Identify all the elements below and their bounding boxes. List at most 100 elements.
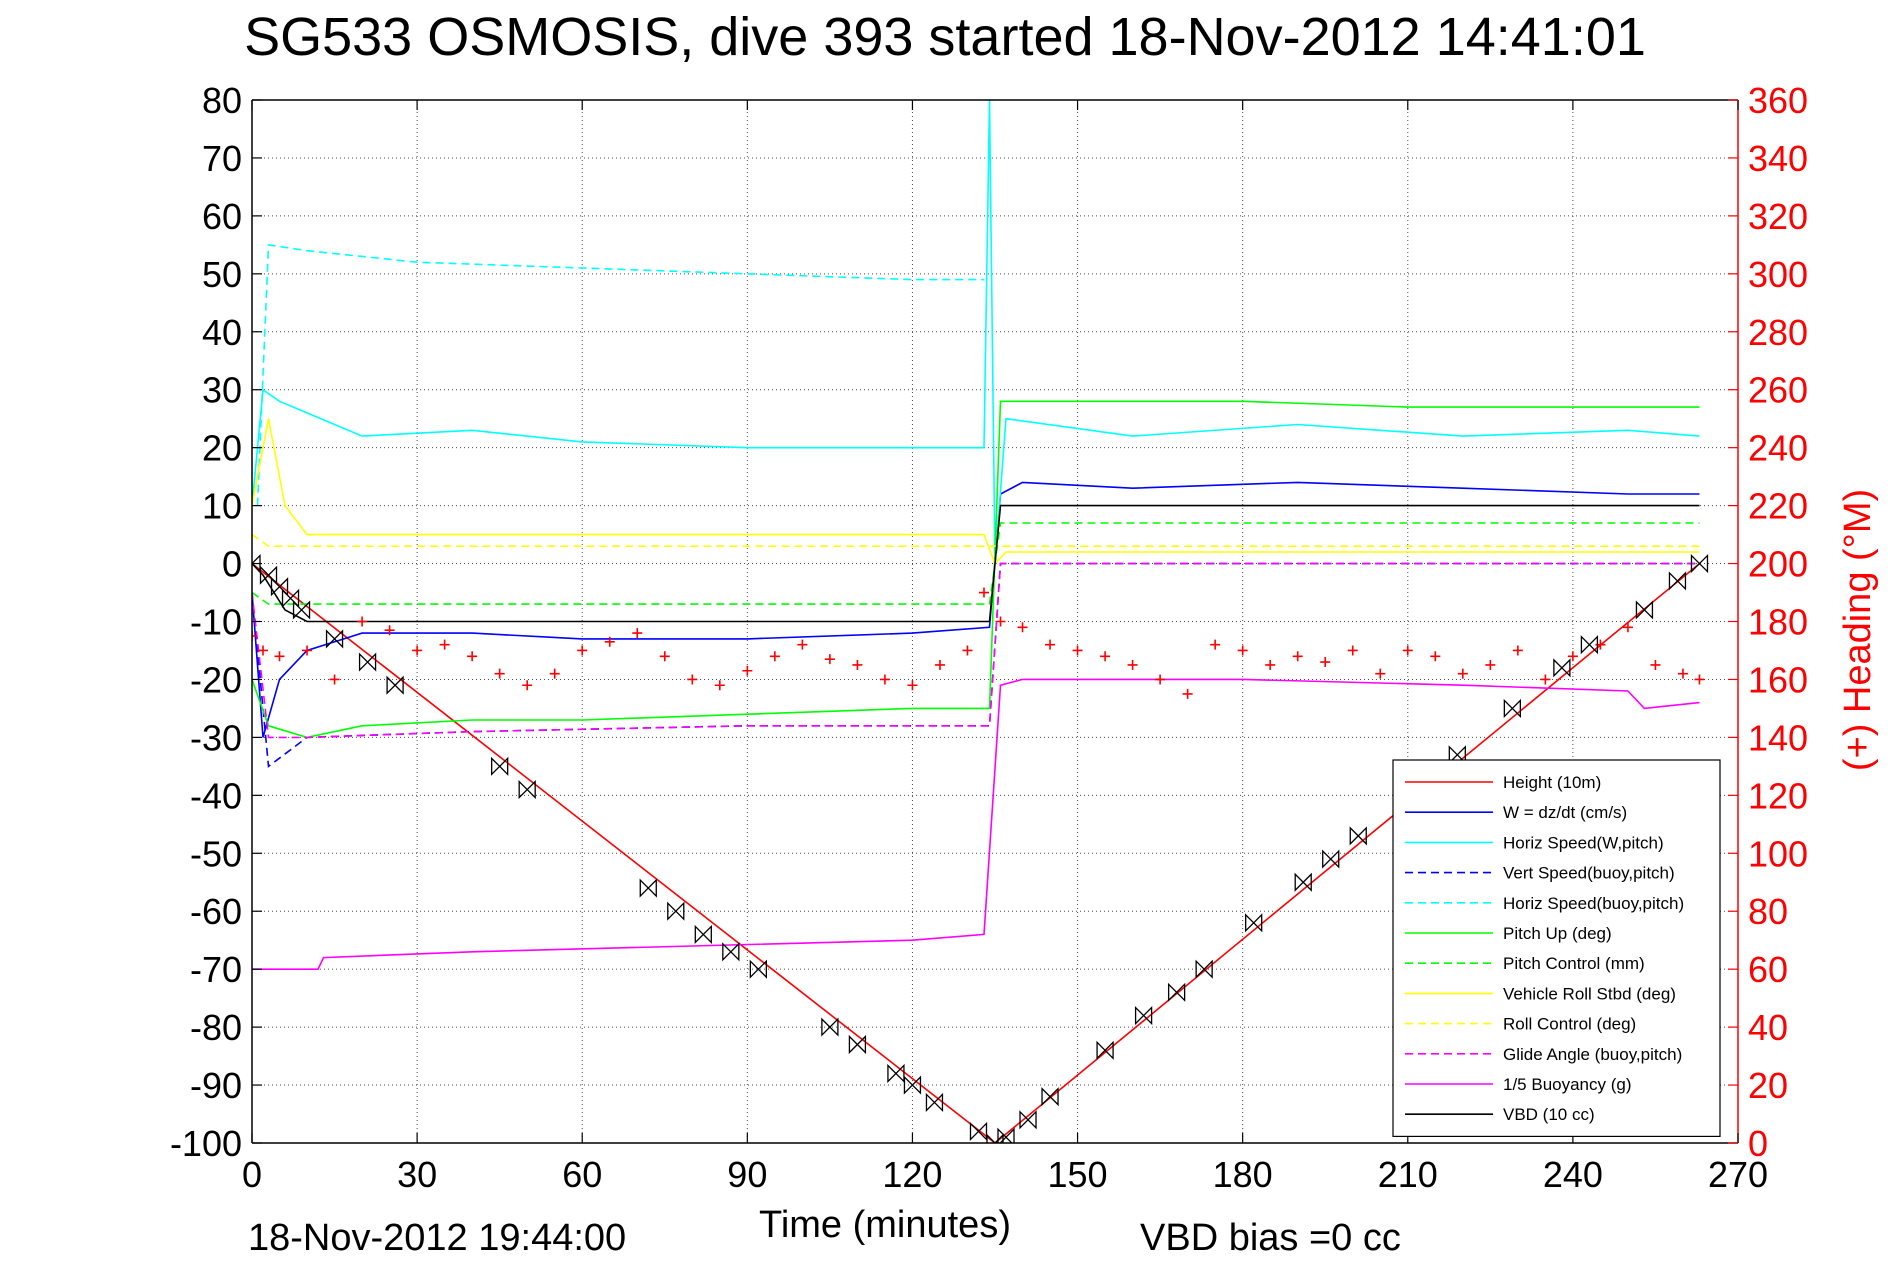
x-tick-label: 150: [1048, 1154, 1108, 1195]
heading-point: [494, 668, 505, 679]
heading-point: [1567, 651, 1578, 662]
heading-point: [1622, 622, 1633, 633]
y2-tick-label: 20: [1748, 1065, 1788, 1106]
y-tick-label: 70: [202, 138, 242, 179]
heading-point: [824, 654, 835, 665]
heading-point: [1182, 688, 1193, 699]
heading-point: [577, 645, 588, 656]
y-tick-label: 60: [202, 196, 242, 237]
depth-marker: [1503, 698, 1521, 718]
y-tick-label: -100: [170, 1123, 242, 1164]
y-tick-label: 40: [202, 312, 242, 353]
footer-timestamp: 18-Nov-2012 19:44:00: [248, 1217, 626, 1259]
heading-point: [258, 645, 269, 656]
y-tick-label: -20: [190, 659, 242, 700]
depth-marker: [1245, 913, 1263, 933]
y2-tick-label: 100: [1748, 833, 1808, 874]
heading-point: [1045, 639, 1056, 650]
heading-point: [1265, 659, 1276, 670]
series-line-11: [252, 678, 1700, 971]
y-tick-label: 10: [202, 486, 242, 527]
heading-point: [302, 645, 313, 656]
y2-tick-label: 260: [1748, 370, 1808, 411]
footer-vbd-bias: VBD bias =0 cc: [1140, 1217, 1401, 1259]
heading-point: [412, 645, 423, 656]
heading-point: [1457, 668, 1468, 679]
heading-point: [687, 674, 698, 685]
heading-point: [1347, 645, 1358, 656]
y-tick-label: -10: [190, 602, 242, 643]
heading-point: [797, 639, 808, 650]
heading-point: [1155, 674, 1166, 685]
y-tick-label: -90: [190, 1065, 242, 1106]
depth-marker: [252, 553, 261, 574]
y2-tick-label: 160: [1748, 659, 1808, 700]
series-group: [252, 100, 1709, 1143]
y2-tick-label: 200: [1748, 544, 1808, 585]
depth-marker: [1096, 1040, 1114, 1060]
depth-marker: [1195, 959, 1213, 979]
y2-tick-label: 320: [1748, 196, 1808, 237]
heading-point: [549, 668, 560, 679]
heading-point: [934, 659, 945, 670]
heading-point: [1694, 674, 1705, 685]
y-tick-label: 30: [202, 370, 242, 411]
depth-marker: [1553, 658, 1571, 678]
x-tick-label: 210: [1378, 1154, 1438, 1195]
legend-label: Glide Angle (buoy,pitch): [1503, 1045, 1682, 1064]
heading-point: [879, 674, 890, 685]
y-tick-label: -50: [190, 833, 242, 874]
heading-point: [604, 636, 615, 647]
legend-label: Pitch Control (mm): [1503, 954, 1645, 973]
series-line-6: [252, 400, 1700, 739]
heading-point: [1127, 659, 1138, 670]
series-line-12: [252, 504, 1700, 623]
depth-marker: [1294, 872, 1312, 892]
depth-marker: [997, 1127, 1015, 1143]
heading-point: [274, 651, 285, 662]
legend-label: Height (10m): [1503, 773, 1601, 792]
heading-point: [1100, 651, 1111, 662]
depth-marker: [749, 959, 767, 979]
depth-marker: [518, 779, 536, 800]
heading-point: [1485, 659, 1496, 670]
depth-marker: [491, 756, 509, 776]
depth-marker: [358, 652, 377, 672]
x-tick-label: 30: [397, 1154, 437, 1195]
depth-marker: [1690, 553, 1709, 574]
heading-point: [907, 680, 918, 691]
heading-point: [357, 616, 368, 627]
depth-marker: [386, 675, 404, 695]
heading-point: [252, 630, 257, 641]
chart-title: SG533 OSMOSIS, dive 393 started 18-Nov-2…: [244, 7, 1646, 67]
depth-marker: [1134, 1005, 1153, 1026]
legend-label: VBD (10 cc): [1503, 1105, 1595, 1124]
y-tick-label: -70: [190, 949, 242, 990]
y-tick-label: -40: [190, 775, 242, 816]
heading-point: [1540, 674, 1551, 685]
depth-marker: [694, 924, 712, 944]
heading-point: [1402, 645, 1413, 656]
legend-label: Vert Speed(buoy,pitch): [1503, 864, 1675, 883]
y-tick-label: -60: [190, 891, 242, 932]
depth-marker: [848, 1034, 867, 1055]
heading-point: [1375, 668, 1386, 679]
depth-marker: [667, 901, 685, 921]
y2-tick-label: 280: [1748, 312, 1808, 353]
y2-tick-label: 300: [1748, 254, 1808, 295]
heading-point: [659, 651, 670, 662]
depth-marker: [325, 629, 344, 649]
heading-point: [522, 680, 533, 691]
y2-tick-label: 340: [1748, 138, 1808, 179]
series-line-10: [252, 562, 1700, 739]
depth-marker: [292, 600, 311, 620]
depth-marker: [1448, 745, 1466, 765]
heading-point: [632, 628, 643, 639]
x-axis-label: Time (minutes): [759, 1204, 1011, 1246]
heading-point: [1072, 645, 1083, 656]
plot-area: [252, 100, 1709, 1143]
heading-point: [1677, 668, 1688, 679]
series-line-5: [256, 243, 984, 506]
legend-label: Vehicle Roll Stbd (deg): [1503, 984, 1676, 1003]
